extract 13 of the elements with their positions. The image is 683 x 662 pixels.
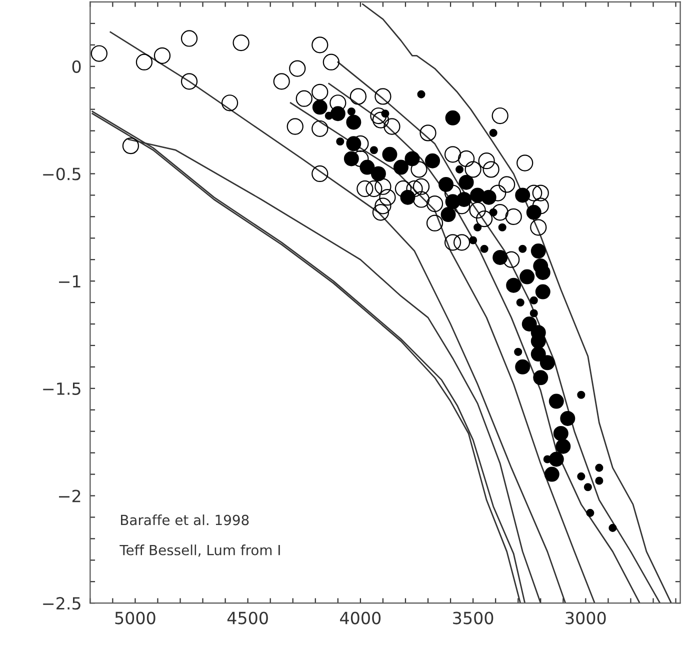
y-tick-label: −2 [59,490,80,502]
y-tick-label: −1 [59,275,80,288]
y-tick-label: −1.5 [43,382,80,395]
x-tick-label: 4500 [227,612,268,624]
annotation: Baraffe et al. 1998 [121,514,249,526]
x-tick-label: 4000 [340,612,381,624]
x-tick-label: 5000 [115,612,156,624]
y-tick-label: −0.5 [43,168,80,180]
x-tick-label: 3500 [453,612,494,624]
y-tick-label: −2.5 [43,597,80,610]
x-tick-label: 3000 [566,612,606,624]
y-tick-label: 0 [72,60,81,73]
annotation: Teff Bessell, Lum from I [120,544,280,557]
